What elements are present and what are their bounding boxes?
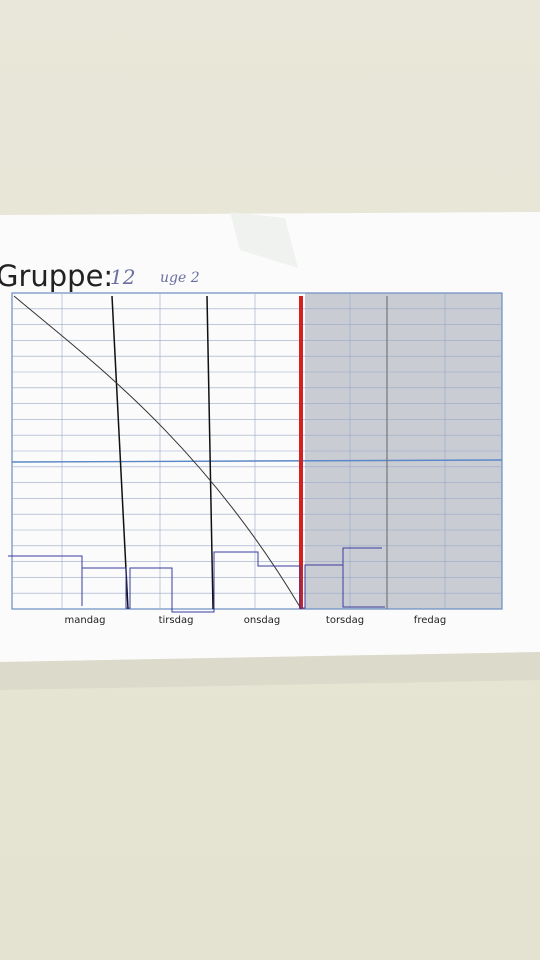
day-label: fredag: [414, 615, 446, 626]
actual-line: [8, 547, 385, 613]
group-number: 12: [110, 265, 135, 289]
chart-frame: [8, 292, 503, 613]
grid: [12, 293, 502, 609]
midline: [11, 459, 503, 463]
day-label: onsdag: [244, 615, 281, 626]
paper-shadow: [0, 652, 540, 690]
week-note: uge 2: [160, 270, 200, 286]
day-label: torsdag: [326, 615, 364, 626]
tape: [230, 212, 298, 268]
day-divider: [111, 295, 129, 610]
day-labels: mandag tirsdag onsdag torsdag fredag: [64, 615, 446, 626]
day-label: tirsdag: [159, 615, 194, 626]
day-label: mandag: [64, 615, 105, 626]
group-label: Gruppe:: [0, 259, 113, 293]
day-divider: [206, 295, 214, 610]
burndown-ideal: [13, 295, 301, 608]
